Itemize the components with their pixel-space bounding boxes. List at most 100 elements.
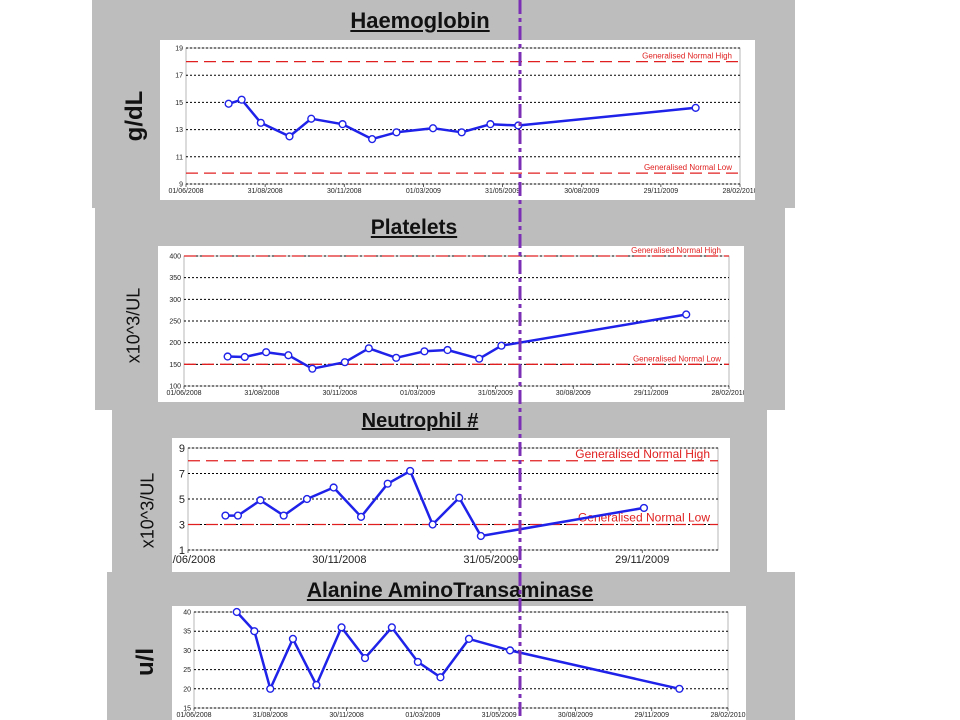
y-tick-label: 15 [175,100,183,107]
data-point [368,135,377,144]
data-point [457,128,466,137]
data-point [237,95,246,104]
y-tick-label: 100 [169,383,181,390]
data-point [302,494,312,504]
data-point [288,634,298,643]
x-tick-label: 29/11/2009 [644,188,679,195]
x-tick-label: 31/08/2008 [248,188,283,195]
data-point [392,128,401,137]
chart-title-neutrophil: Neutrophil # [361,410,479,432]
reference-label: Generalised Normal High [575,447,710,461]
y-tick-label: 9 [179,181,183,188]
data-point [505,646,515,655]
data-point [221,511,230,520]
y-tick-label: 1 [179,545,185,557]
y-tick-label: 35 [183,629,191,636]
data-point [337,623,346,632]
y-axis-label-neutrophil: x10^3/UL [137,472,158,549]
data-point [266,684,275,693]
x-tick-label: 28/02/2010 [711,390,744,397]
data-point [256,118,265,127]
y-tick-label: 15 [183,705,191,712]
data-point [639,503,649,513]
data-point [455,493,464,502]
y-tick-label: 250 [169,318,181,325]
y-tick-label: 13 [175,127,183,134]
y-axis-label-haemoglobin: g/dL [121,90,148,142]
data-point [413,657,422,667]
data-point [360,653,370,663]
reference-label: Generalised Normal High [642,52,732,61]
data-point [340,358,349,367]
y-tick-label: 9 [179,443,185,455]
data-point [428,124,438,133]
x-tick-label: 31/05/2009 [485,188,520,195]
data-point [420,347,429,356]
x-tick-label: 30/08/2009 [558,712,593,719]
x-tick-label: 30/11/2008 [312,554,366,566]
chart-title-alt: Alanine AminoTransaminase [306,579,594,602]
y-tick-label: 300 [169,297,181,304]
chart-title-platelets: Platelets [370,216,458,239]
data-point [224,99,233,108]
data-point [308,364,317,373]
plot-area-haemoglobin: 9 11 13 15 17 19 01/06/2008 31/08/2008 30/11/200… [160,40,755,200]
current-date-divider [518,0,522,720]
y-tick-label: 7 [179,468,185,480]
data-point [338,120,347,129]
data-point [428,520,437,529]
data-point [497,341,506,350]
x-tick-label: 01/06/2008 [166,390,201,397]
x-tick-label: 30/11/2008 [322,390,357,397]
data-point [223,352,232,361]
y-tick-label: 40 [183,609,191,616]
y-tick-label: 5 [179,494,185,506]
x-tick-label: 31/05/2009 [463,554,518,566]
reference-label: Generalised Normal Low [644,163,732,172]
data-point [307,114,316,123]
x-tick-label: 30/11/2008 [329,712,364,719]
y-tick-label: 20 [183,686,191,693]
reference-label: Generalised Normal Low [578,511,710,525]
alt-chart: 15 20 25 30 35 40 01/06/2008 31/08/2008 30/11/20… [176,607,746,719]
neutrophil-chart: 1 3 5 7 9 01/06/2008 30/11/2008 31/05/2009 29/11… [172,443,719,566]
reference-label: Generalised Normal Low [633,354,721,363]
y-axis-label-platelets: x10^3/UL [123,287,144,364]
plot-area-alt: 15 20 25 30 35 40 01/06/2008 31/08/2008 30/11/20… [172,606,746,720]
data-point [475,354,484,363]
data-point [392,353,401,362]
data-point [284,351,293,360]
plot-area-neutrophil: 1 3 5 7 9 01/06/2008 30/11/2008 31/05/2009 29/11… [172,438,730,572]
data-point [387,623,396,632]
x-tick-label: 28/02/2010 [722,188,755,195]
chart-title-haemoglobin: Haemoglobin [350,8,490,33]
y-tick-label: 400 [169,253,181,260]
data-point [285,132,294,141]
y-tick-label: 30 [183,648,191,655]
plot-area-platelets: 100 150 200 250 300 350 400 01/06/2008 31/08/200… [158,246,744,402]
x-tick-label: 01/03/2009 [406,188,441,195]
data-point [240,352,249,362]
data-point [232,607,241,617]
x-tick-label: 01/06/2008 [176,712,211,719]
data-point [383,479,392,488]
data-point [675,684,684,693]
y-tick-label: 19 [175,45,183,52]
data-point [262,348,271,357]
data-point [691,103,700,112]
x-tick-label: 01/06/2008 [172,554,216,566]
x-tick-label: 01/03/2009 [405,712,440,719]
data-point [279,511,288,520]
x-tick-label: 01/06/2008 [168,188,203,195]
data-point [464,634,474,643]
data-point [682,310,691,319]
data-point [476,531,485,541]
data-point [436,673,445,682]
x-tick-label: 01/03/2009 [400,390,435,397]
y-tick-label: 350 [169,275,181,282]
y-tick-label: 3 [179,519,185,531]
data-point [364,344,373,353]
x-tick-label: 29/11/2009 [615,554,669,566]
data-point [406,466,415,476]
data-point [486,120,495,129]
